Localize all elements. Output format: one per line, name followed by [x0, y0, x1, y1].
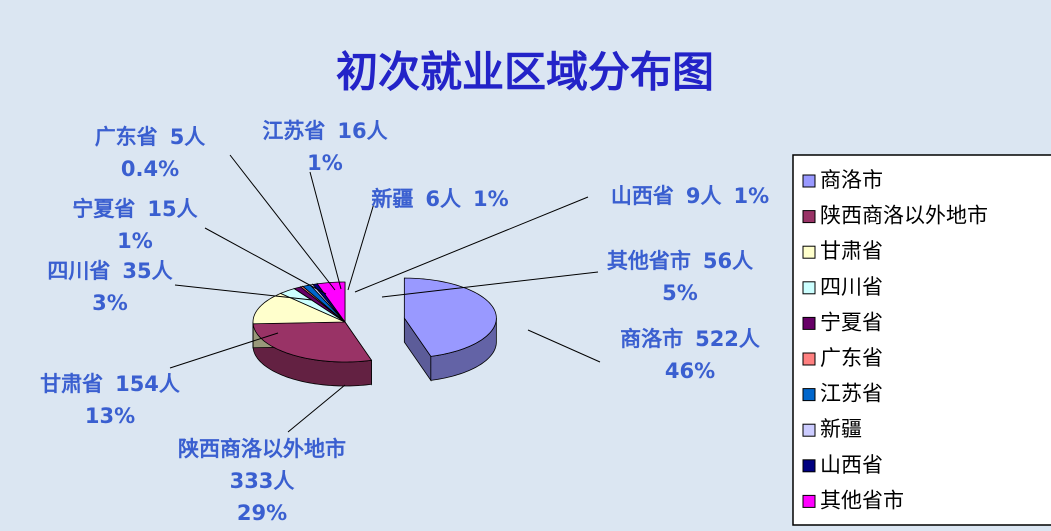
legend-swatch — [802, 423, 816, 437]
legend-swatch — [802, 245, 816, 259]
data-label-part: 其他省市 — [607, 249, 691, 273]
leader-line — [169, 332, 279, 369]
legend-label: 陕西商洛以外地市 — [820, 204, 988, 228]
data-label: 四川省 35人 — [47, 259, 172, 283]
leader-line — [174, 284, 313, 301]
data-label-part: 5% — [662, 281, 698, 305]
legend-label: 江苏省 — [820, 382, 883, 406]
legend-swatch — [802, 388, 816, 402]
data-label: 山西省 9人 1% — [611, 184, 769, 208]
data-label-part: 46% — [665, 359, 715, 383]
slice — [403, 277, 497, 357]
data-label-part: 陕西商洛以外地市 — [178, 437, 346, 461]
data-label-part: 16人 — [337, 119, 387, 143]
legend-swatch — [802, 281, 816, 295]
leader-line — [287, 384, 346, 433]
data-label-part: 29% — [237, 501, 287, 525]
data-label: 商洛市 522人 — [620, 327, 760, 351]
data-label-part: 山西省 — [611, 184, 674, 208]
leader-line — [381, 271, 599, 298]
data-label: 46% — [665, 359, 715, 383]
data-label: 陕西商洛以外地市 — [178, 437, 346, 461]
data-label-part: 35人 — [122, 259, 172, 283]
legend-swatch — [802, 494, 816, 508]
slice — [252, 292, 346, 325]
data-label-part: 新疆 — [371, 187, 413, 211]
data-label-part: 1% — [473, 187, 509, 211]
data-label: 333人 — [230, 469, 295, 493]
data-label: 0.4% — [121, 157, 179, 181]
data-label-part: 522人 — [695, 327, 760, 351]
leader-line — [527, 329, 601, 363]
data-label: 甘肃省 154人 — [40, 372, 180, 396]
leader-line — [347, 199, 376, 291]
data-label-part: 宁夏省 — [72, 197, 135, 221]
slice — [252, 321, 373, 363]
data-label: 1% — [307, 151, 343, 175]
leader-line — [309, 171, 342, 290]
leader-line — [354, 196, 589, 293]
legend-label: 其他省市 — [820, 488, 904, 512]
data-label-part: 甘肃省 — [40, 372, 103, 396]
data-label-part: 154人 — [115, 372, 180, 396]
data-label-part: 13% — [85, 404, 135, 428]
data-label-part: 1% — [733, 184, 769, 208]
data-label-part: 3% — [92, 291, 128, 315]
legend-swatch — [802, 459, 816, 473]
data-label-part: 四川省 — [47, 259, 110, 283]
data-label-part: 333人 — [230, 469, 295, 493]
leader-line — [229, 154, 336, 291]
legend-label: 新疆 — [820, 417, 862, 441]
legend-box — [792, 154, 1051, 526]
slice — [316, 281, 346, 324]
legend-swatch — [802, 352, 816, 366]
data-label: 13% — [85, 404, 135, 428]
legend-label: 四川省 — [820, 275, 883, 299]
data-label: 5% — [662, 281, 698, 305]
legend-swatch — [802, 210, 816, 224]
legend-label: 甘肃省 — [820, 239, 883, 263]
data-label-part: 1% — [307, 151, 343, 175]
data-label-part: 商洛市 — [620, 327, 683, 351]
legend-swatch — [802, 174, 816, 188]
slice — [279, 288, 346, 323]
data-label-part: 0.4% — [121, 157, 179, 181]
data-label: 广东省 5人 — [95, 125, 206, 149]
data-label: 宁夏省 15人 — [72, 197, 197, 221]
data-label: 其他省市 56人 — [607, 249, 753, 273]
legend-swatch — [802, 316, 816, 330]
legend-label: 山西省 — [820, 453, 883, 477]
data-label-part: 6人 — [425, 187, 461, 211]
legend-label: 宁夏省 — [820, 310, 883, 334]
data-label: 3% — [92, 291, 128, 315]
data-label: 1% — [117, 229, 153, 253]
leader-line — [204, 227, 327, 295]
data-label-part: 1% — [117, 229, 153, 253]
data-label-part: 广东省 — [95, 125, 158, 149]
data-label: 新疆 6人 1% — [371, 187, 508, 211]
data-label-part: 江苏省 — [262, 119, 325, 143]
data-label-part: 5人 — [170, 125, 206, 149]
legend-label: 广东省 — [820, 346, 883, 370]
data-label-part: 56人 — [703, 249, 753, 273]
data-label-part: 15人 — [147, 197, 197, 221]
chart-title: 初次就业区域分布图 — [336, 48, 714, 97]
legend-label: 商洛市 — [820, 168, 883, 192]
data-label: 江苏省 16人 — [262, 119, 387, 143]
data-label-part: 9人 — [686, 184, 722, 208]
data-label: 29% — [237, 501, 287, 525]
